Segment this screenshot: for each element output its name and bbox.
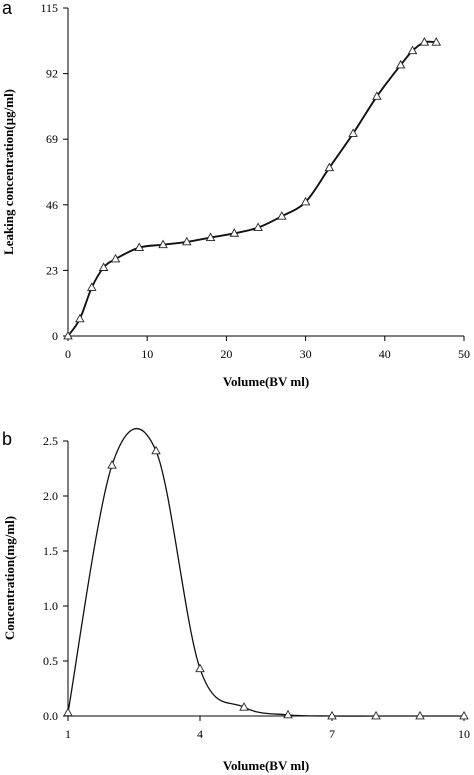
chart-a-data-point — [253, 222, 263, 232]
chart-b-y-tick-label: 1.5 — [43, 544, 58, 558]
chart-b-x-tick-label: 10 — [458, 727, 470, 741]
chart-b-x-label: Volume(BV ml) — [223, 758, 309, 773]
chart-a-y-tick-label: 92 — [46, 67, 58, 81]
chart-a-data-point — [277, 211, 287, 220]
chart-b-x-tick-label: 4 — [197, 727, 203, 741]
chart-b-data-point — [195, 663, 205, 673]
panel-label-a: a — [2, 0, 13, 18]
chart-a-data-point — [395, 59, 406, 69]
chart-a-x-label: Volume(BV ml) — [223, 374, 309, 389]
chart-a-data-point — [86, 282, 97, 291]
chart-a-data-point — [158, 239, 168, 249]
chart-a-data-point — [419, 37, 430, 46]
chart-b-data-point — [239, 702, 249, 711]
chart-a-y-label: Leaking concentration(µg/ml) — [1, 89, 16, 255]
chart-b-y-tick-label: 2.0 — [43, 489, 58, 503]
chart-a-data-point — [431, 37, 442, 46]
chart-b-y-tick-label: 0.0 — [43, 709, 58, 723]
chart-a-data-point — [98, 262, 109, 271]
chart-a-data-point — [324, 162, 335, 172]
chart-b-data-point — [107, 460, 117, 469]
chart-b-data-point — [415, 710, 425, 720]
panel-label-b: b — [2, 429, 12, 449]
chart-a-data-point — [205, 232, 216, 241]
chart-a-y-tick-label: 23 — [46, 263, 58, 277]
chart-b-y-tick-label: 2.5 — [43, 434, 58, 448]
chart-a-data-point — [407, 45, 418, 55]
chart-b-data-point — [327, 710, 337, 720]
chart-a-axes — [67, 8, 464, 337]
chart-b-data-point — [459, 710, 469, 720]
chart-a-y-tick-label: 69 — [46, 132, 58, 146]
chart-a-data-point — [300, 196, 311, 206]
chart-a-series-line — [67, 40, 437, 337]
chart-b-y-tick-label: 0.5 — [43, 654, 58, 668]
chart-a-data-point — [182, 236, 192, 246]
chart-a-data-point — [348, 128, 358, 137]
chart-a-x-tick-label: 40 — [379, 347, 391, 361]
chart-a-y-tick-label: 46 — [46, 198, 58, 212]
chart-b: b 0.00.51.01.52.02.51 4 7 10 Volume(BV ml) … — [2, 428, 470, 773]
chart-b-data-point — [371, 710, 381, 720]
chart-b-axes — [67, 441, 464, 717]
chart-a-x-tick-label: 30 — [300, 347, 312, 361]
chart-a-data-point — [134, 242, 145, 251]
chart-a-x-tick-label: 50 — [458, 347, 470, 361]
chart-b-x-tick-label: 7 — [329, 727, 335, 741]
chart-a-y-tick-label: 115 — [40, 1, 58, 15]
chart-b-data-point — [151, 445, 161, 455]
chart-b-data-point — [63, 707, 73, 717]
chart-a-y-tick-label: 0 — [52, 329, 58, 343]
chart-a-data-point — [110, 253, 121, 263]
chart-b-x-tick-label: 1 — [65, 727, 71, 741]
chart-b-y-label: Concentration(mg/ml) — [2, 516, 17, 640]
chart-b-series-line — [67, 428, 464, 717]
chart-a-x-tick-label: 20 — [220, 347, 232, 361]
chart-a-data-point — [63, 330, 73, 340]
chart-a-data-point — [75, 313, 85, 323]
chart-a-data-point — [229, 228, 240, 237]
chart-a-x-tick-label: 10 — [141, 347, 153, 361]
chart-b-data-point — [283, 709, 293, 719]
chart-a-x-tick-label: 0 — [65, 347, 71, 361]
chart-a-data-point — [372, 91, 382, 100]
chart-b-y-tick-label: 1.0 — [43, 599, 58, 613]
